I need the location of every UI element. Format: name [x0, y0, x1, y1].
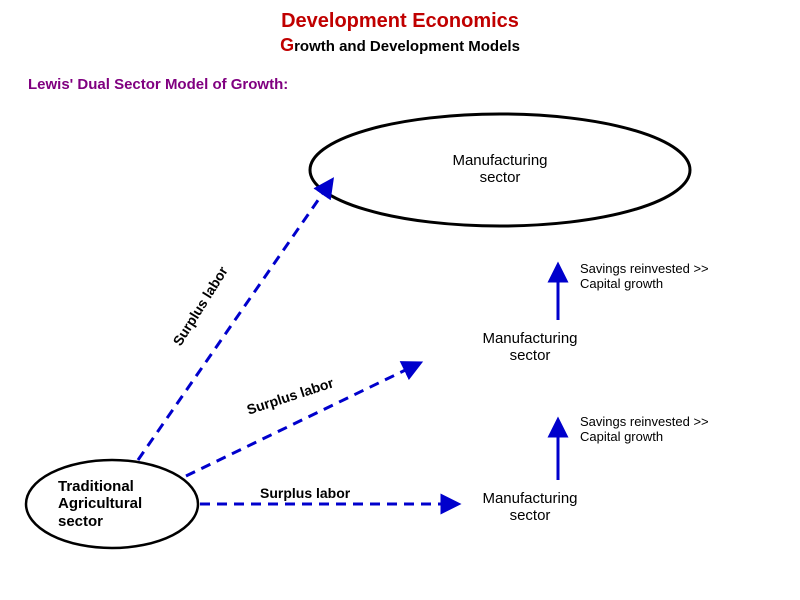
edge-label-sl3: Surplus labor: [260, 485, 350, 501]
node-trad-label: Traditional Agricultural sector: [58, 478, 168, 530]
sav1-line1: Savings reinvested >>: [580, 261, 709, 276]
trad-line1: Traditional: [58, 478, 134, 495]
node-sav2-label: Savings reinvested >> Capital growth: [580, 415, 709, 445]
edge-label-sl1: Surplus labor: [169, 263, 230, 348]
node-mfg1-label: Manufacturing sector: [440, 152, 560, 187]
edge-a1: [138, 180, 332, 460]
mfg3-line1: Manufacturing: [482, 490, 577, 507]
node-mfg2-label: Manufacturing sector: [470, 330, 590, 365]
subtitle-rest: rowth and Development Models: [294, 38, 520, 55]
mfg1-line1: Manufacturing: [452, 152, 547, 169]
trad-line2: Agricultural: [58, 495, 142, 512]
page-subtitle: Growth and Development Models: [0, 35, 800, 56]
sav2-line1: Savings reinvested >>: [580, 414, 709, 429]
section-header: Lewis' Dual Sector Model of Growth:: [0, 76, 800, 93]
mfg3-line2: sector: [510, 507, 551, 524]
sav1-line2: Capital growth: [580, 276, 663, 291]
trad-line3: sector: [58, 513, 103, 530]
edge-a2: [186, 363, 420, 476]
edge-label-sl2: Surplus labor: [245, 374, 336, 417]
sav2-line2: Capital growth: [580, 429, 663, 444]
node-mfg3-label: Manufacturing sector: [470, 490, 590, 525]
mfg2-line2: sector: [510, 347, 551, 364]
mfg1-line2: sector: [480, 169, 521, 186]
subtitle-prefix: G: [280, 35, 294, 55]
node-sav1-label: Savings reinvested >> Capital growth: [580, 262, 709, 292]
page-title: Development Economics: [0, 0, 800, 33]
mfg2-line1: Manufacturing: [482, 330, 577, 347]
